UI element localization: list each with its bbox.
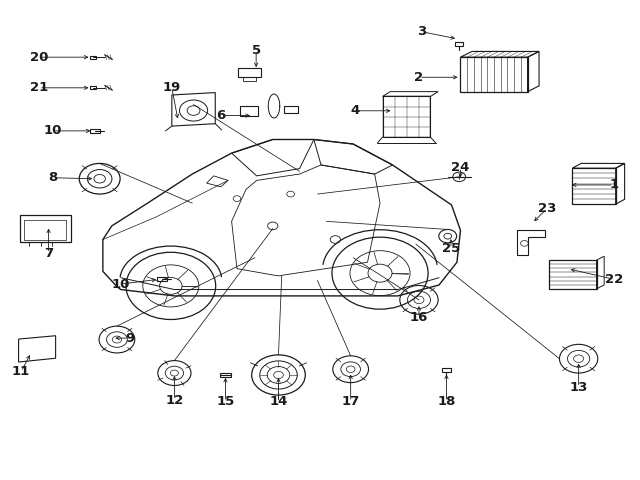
Text: 20: 20	[30, 51, 48, 64]
Text: 10: 10	[44, 124, 62, 137]
Text: 18: 18	[437, 395, 456, 408]
Text: 8: 8	[49, 171, 58, 184]
Text: 23: 23	[538, 203, 556, 216]
Bar	[238, 68, 261, 77]
Bar	[90, 56, 97, 59]
Text: 12: 12	[165, 394, 184, 407]
Bar	[90, 129, 100, 133]
Text: 21: 21	[30, 81, 48, 94]
Bar	[243, 77, 256, 81]
Text: 16: 16	[410, 311, 428, 324]
Bar	[284, 107, 298, 113]
Text: 13: 13	[570, 381, 588, 394]
Text: 24: 24	[451, 161, 470, 174]
Text: 10: 10	[111, 277, 130, 290]
Bar	[20, 215, 71, 242]
Text: 7: 7	[44, 247, 53, 260]
Text: 1: 1	[609, 179, 618, 192]
Text: 11: 11	[12, 365, 30, 378]
Text: 6: 6	[216, 109, 226, 122]
Text: 4: 4	[351, 104, 360, 117]
Text: 17: 17	[342, 395, 360, 408]
Bar	[572, 168, 616, 204]
Bar	[383, 96, 431, 137]
Text: 25: 25	[442, 242, 460, 255]
Text: 22: 22	[605, 273, 623, 286]
Bar	[220, 373, 230, 377]
Text: 3: 3	[417, 25, 427, 38]
Text: 9: 9	[125, 332, 134, 345]
Bar	[240, 106, 258, 116]
Text: 5: 5	[252, 45, 260, 58]
Bar	[461, 57, 527, 92]
Bar	[157, 277, 167, 281]
Bar	[548, 260, 596, 289]
Text: 2: 2	[415, 71, 424, 84]
Bar	[442, 368, 451, 372]
Text: 19: 19	[163, 81, 181, 94]
Bar	[456, 42, 463, 46]
Text: 14: 14	[269, 395, 287, 408]
Bar	[90, 86, 97, 89]
Bar	[24, 220, 67, 240]
Text: 15: 15	[216, 395, 235, 408]
